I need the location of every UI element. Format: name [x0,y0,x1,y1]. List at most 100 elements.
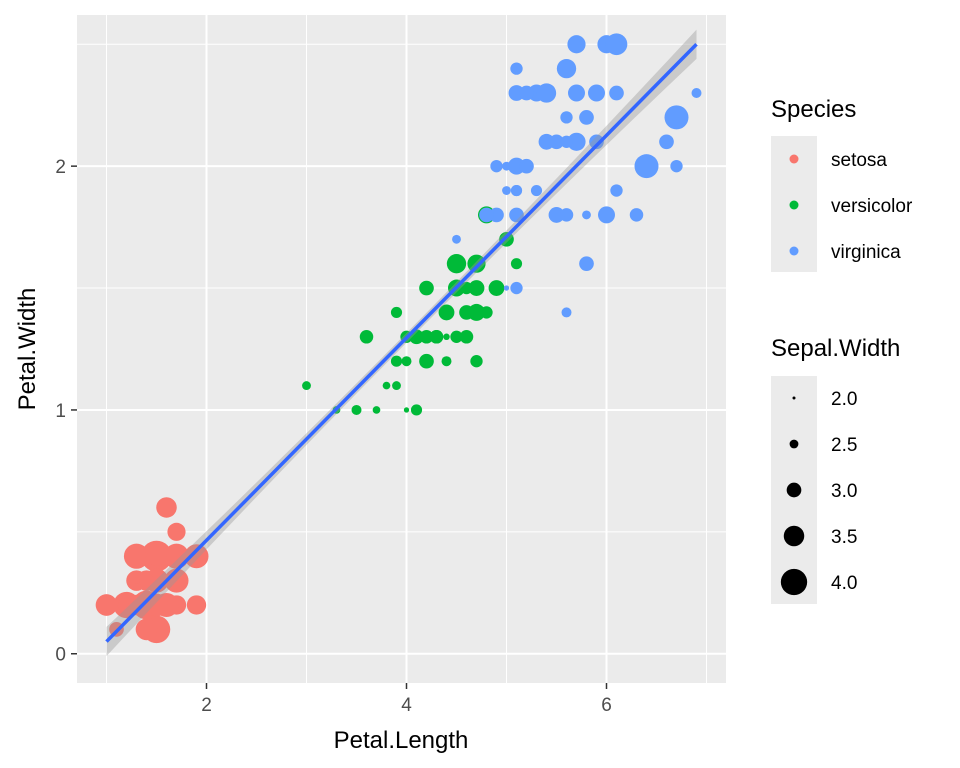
y-axis-title: Petal.Width [14,288,41,411]
versicolor-point [510,258,523,270]
size-key-label: 3.0 [831,481,857,502]
setosa-point [167,522,186,541]
versicolor-point [419,353,434,369]
y-tick-label: 0 [55,645,66,666]
virginica-point [582,210,591,220]
legend-label-setosa: setosa [831,150,887,171]
versicolor-point [499,231,514,247]
versicolor-point [450,330,463,343]
virginica-point [548,206,565,223]
setosa-point [135,618,158,641]
versicolor-point [441,356,452,367]
size-key [792,396,796,400]
versicolor-point [429,330,444,344]
versicolor-point [469,305,484,320]
virginica-point [567,132,586,151]
virginica-point [670,159,683,173]
versicolor-point [359,330,374,344]
versicolor-point [470,355,483,368]
versicolor-point [351,404,362,415]
grid-major [77,15,726,683]
size-key [780,568,808,596]
versicolor-point [439,305,454,320]
size-key-label: 2.5 [831,435,857,456]
size-key-label: 3.5 [831,527,857,548]
versicolor-point [419,280,434,296]
size-key [789,439,799,449]
setosa-point [184,544,209,569]
setosa-point [123,543,150,569]
size-legend-title: Sepal.Width [771,335,900,362]
legend-label-versicolor: versicolor [831,196,913,217]
versicolor-point [492,283,501,293]
versicolor-point [392,381,401,390]
virginica-point [558,60,575,77]
virginica-point [579,110,594,125]
versicolor-point [419,330,434,344]
virginica-point [503,285,510,291]
x-tick-label: 4 [401,695,412,716]
versicolor-point [382,381,391,390]
virginica-point [502,161,511,171]
virginica-point [579,256,594,272]
virginica-point [691,88,702,99]
y-tick-label: 2 [55,157,66,178]
virginica-point [452,234,461,244]
setosa-point [95,594,118,616]
virginica-point [598,206,615,224]
versicolor-point [467,254,486,273]
virginica-point [561,307,572,318]
size-key-label: 4.0 [831,573,857,594]
versicolor-point [410,330,423,343]
versicolor-point [372,406,381,414]
x-tick-label: 2 [201,695,212,716]
virginica-point [589,134,604,150]
versicolor-point [468,280,485,296]
size-key [783,525,805,547]
setosa-point [137,595,156,615]
species-legend-title: Species [771,96,856,123]
virginica-point [510,62,523,75]
regression-layer [105,29,698,657]
virginica-point [560,135,573,148]
virginica-point [664,105,689,130]
size-legend: Sepal.Width 2.0 2.5 3.0 3.5 4.0 [771,335,900,604]
virginica-point [510,281,523,295]
size-key-label: 2.0 [831,389,857,410]
x-axis-title: Petal.Length [334,727,469,754]
virginica-point [629,208,644,222]
versicolor-point [390,306,403,319]
virginica-point [560,111,573,124]
virginica-point [502,186,511,195]
setosa-point [146,546,167,566]
legend-key-virginica [789,246,799,256]
size-key [786,482,802,498]
virginica-point [519,158,534,174]
versicolor-point [480,306,493,319]
axes: 2 4 6 0 1 2 [55,157,611,716]
versicolor-point [459,305,474,320]
regression-line [105,43,698,643]
virginica-point [536,83,557,103]
versicolor-point [403,407,410,413]
virginica-point [567,35,586,54]
virginica-point [605,33,628,56]
y-tick-label: 1 [55,401,66,422]
virginica-point [610,184,623,197]
virginica-point [510,184,523,197]
virginica-point [634,154,659,179]
virginica-point [509,207,524,223]
virginica-point [490,159,503,173]
virginica-point [588,84,605,102]
setosa-point [186,595,207,615]
versicolor-point [410,404,423,416]
versicolor-point [443,333,450,341]
virginica-point [659,134,674,150]
versicolor-point [446,254,467,274]
legend-label-virginica: virginica [831,242,901,263]
virginica-point [609,85,624,101]
versicolor-point [390,355,403,367]
setosa-point [133,577,140,584]
versicolor-point [401,356,412,367]
